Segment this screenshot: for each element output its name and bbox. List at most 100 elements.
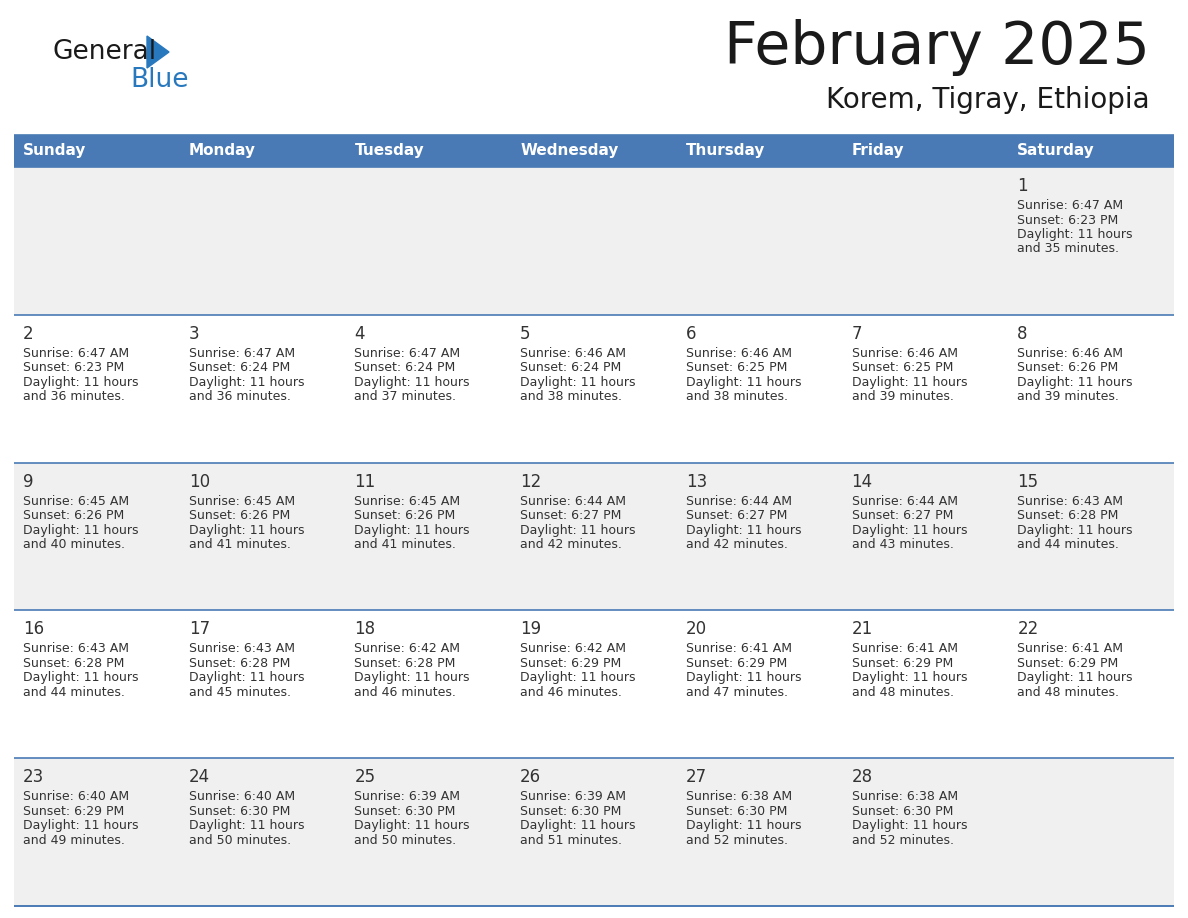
Text: 25: 25	[354, 768, 375, 786]
Text: Sunset: 6:30 PM: Sunset: 6:30 PM	[189, 805, 290, 818]
Text: Daylight: 11 hours: Daylight: 11 hours	[520, 523, 636, 537]
Text: Sunrise: 6:47 AM: Sunrise: 6:47 AM	[1017, 199, 1124, 212]
Text: Sunset: 6:26 PM: Sunset: 6:26 PM	[189, 509, 290, 522]
Text: Sunrise: 6:39 AM: Sunrise: 6:39 AM	[354, 790, 461, 803]
Text: Sunrise: 6:40 AM: Sunrise: 6:40 AM	[23, 790, 129, 803]
Text: Sunset: 6:30 PM: Sunset: 6:30 PM	[520, 805, 621, 818]
Text: and 52 minutes.: and 52 minutes.	[852, 834, 954, 846]
Text: Sunrise: 6:41 AM: Sunrise: 6:41 AM	[685, 643, 792, 655]
Text: Sunrise: 6:42 AM: Sunrise: 6:42 AM	[354, 643, 461, 655]
Text: Daylight: 11 hours: Daylight: 11 hours	[354, 671, 470, 685]
Text: Daylight: 11 hours: Daylight: 11 hours	[1017, 671, 1133, 685]
Text: Sunrise: 6:38 AM: Sunrise: 6:38 AM	[852, 790, 958, 803]
Text: Sunset: 6:23 PM: Sunset: 6:23 PM	[23, 362, 125, 375]
Text: Sunset: 6:29 PM: Sunset: 6:29 PM	[1017, 657, 1119, 670]
Text: 23: 23	[23, 768, 44, 786]
Text: Sunrise: 6:46 AM: Sunrise: 6:46 AM	[685, 347, 792, 360]
Text: Daylight: 11 hours: Daylight: 11 hours	[685, 671, 802, 685]
Text: Sunset: 6:29 PM: Sunset: 6:29 PM	[852, 657, 953, 670]
Text: and 41 minutes.: and 41 minutes.	[354, 538, 456, 551]
Text: Sunrise: 6:45 AM: Sunrise: 6:45 AM	[23, 495, 129, 508]
Text: Sunset: 6:28 PM: Sunset: 6:28 PM	[354, 657, 456, 670]
Text: and 39 minutes.: and 39 minutes.	[1017, 390, 1119, 403]
Text: 9: 9	[23, 473, 33, 490]
Text: Sunset: 6:30 PM: Sunset: 6:30 PM	[685, 805, 788, 818]
Text: Sunrise: 6:43 AM: Sunrise: 6:43 AM	[23, 643, 129, 655]
Text: Sunrise: 6:44 AM: Sunrise: 6:44 AM	[685, 495, 792, 508]
Text: Sunrise: 6:38 AM: Sunrise: 6:38 AM	[685, 790, 792, 803]
Text: Daylight: 11 hours: Daylight: 11 hours	[1017, 228, 1133, 241]
Text: Sunrise: 6:47 AM: Sunrise: 6:47 AM	[189, 347, 295, 360]
Text: Daylight: 11 hours: Daylight: 11 hours	[1017, 375, 1133, 389]
Text: 5: 5	[520, 325, 531, 342]
Text: Sunrise: 6:45 AM: Sunrise: 6:45 AM	[354, 495, 461, 508]
Text: 21: 21	[852, 621, 873, 638]
Text: and 46 minutes.: and 46 minutes.	[520, 686, 623, 699]
Text: Sunrise: 6:42 AM: Sunrise: 6:42 AM	[520, 643, 626, 655]
Text: Sunrise: 6:41 AM: Sunrise: 6:41 AM	[852, 643, 958, 655]
Text: Daylight: 11 hours: Daylight: 11 hours	[23, 671, 139, 685]
Text: 2: 2	[23, 325, 33, 342]
Text: Monday: Monday	[189, 143, 255, 159]
Text: Daylight: 11 hours: Daylight: 11 hours	[852, 819, 967, 833]
Bar	[842, 135, 1009, 167]
Text: Sunday: Sunday	[23, 143, 87, 159]
Text: 12: 12	[520, 473, 542, 490]
Text: Sunset: 6:26 PM: Sunset: 6:26 PM	[354, 509, 456, 522]
Text: Sunrise: 6:47 AM: Sunrise: 6:47 AM	[354, 347, 461, 360]
Text: 13: 13	[685, 473, 707, 490]
Text: Sunset: 6:27 PM: Sunset: 6:27 PM	[852, 509, 953, 522]
Text: 4: 4	[354, 325, 365, 342]
Text: and 37 minutes.: and 37 minutes.	[354, 390, 456, 403]
Text: Sunrise: 6:46 AM: Sunrise: 6:46 AM	[520, 347, 626, 360]
Text: 18: 18	[354, 621, 375, 638]
Text: Sunset: 6:25 PM: Sunset: 6:25 PM	[685, 362, 788, 375]
Text: Sunset: 6:28 PM: Sunset: 6:28 PM	[1017, 509, 1119, 522]
Text: Korem, Tigray, Ethiopia: Korem, Tigray, Ethiopia	[827, 86, 1150, 114]
Text: Blue: Blue	[129, 67, 189, 93]
Text: Sunset: 6:27 PM: Sunset: 6:27 PM	[685, 509, 788, 522]
Text: Sunset: 6:26 PM: Sunset: 6:26 PM	[1017, 362, 1119, 375]
Text: 14: 14	[852, 473, 873, 490]
Text: and 47 minutes.: and 47 minutes.	[685, 686, 788, 699]
Text: and 52 minutes.: and 52 minutes.	[685, 834, 788, 846]
Text: Daylight: 11 hours: Daylight: 11 hours	[189, 671, 304, 685]
Text: Daylight: 11 hours: Daylight: 11 hours	[354, 523, 470, 537]
Text: Sunrise: 6:47 AM: Sunrise: 6:47 AM	[23, 347, 129, 360]
Text: Sunset: 6:28 PM: Sunset: 6:28 PM	[23, 657, 125, 670]
Text: Thursday: Thursday	[685, 143, 765, 159]
Text: 15: 15	[1017, 473, 1038, 490]
Text: Tuesday: Tuesday	[354, 143, 424, 159]
Text: Daylight: 11 hours: Daylight: 11 hours	[189, 523, 304, 537]
Text: Sunrise: 6:46 AM: Sunrise: 6:46 AM	[1017, 347, 1124, 360]
Bar	[14, 135, 179, 167]
Text: and 38 minutes.: and 38 minutes.	[520, 390, 623, 403]
Text: Sunrise: 6:44 AM: Sunrise: 6:44 AM	[520, 495, 626, 508]
Text: Daylight: 11 hours: Daylight: 11 hours	[23, 375, 139, 389]
Text: Sunrise: 6:41 AM: Sunrise: 6:41 AM	[1017, 643, 1124, 655]
Text: Daylight: 11 hours: Daylight: 11 hours	[189, 375, 304, 389]
Text: and 38 minutes.: and 38 minutes.	[685, 390, 788, 403]
Text: and 46 minutes.: and 46 minutes.	[354, 686, 456, 699]
Text: Sunrise: 6:45 AM: Sunrise: 6:45 AM	[189, 495, 295, 508]
Text: Saturday: Saturday	[1017, 143, 1095, 159]
Text: and 45 minutes.: and 45 minutes.	[189, 686, 291, 699]
Bar	[14, 758, 1174, 906]
Text: and 40 minutes.: and 40 minutes.	[23, 538, 125, 551]
Text: Sunset: 6:30 PM: Sunset: 6:30 PM	[852, 805, 953, 818]
Text: February 2025: February 2025	[725, 19, 1150, 76]
Text: and 50 minutes.: and 50 minutes.	[354, 834, 456, 846]
Bar	[14, 610, 1174, 758]
Text: 28: 28	[852, 768, 873, 786]
Text: 16: 16	[23, 621, 44, 638]
Text: and 51 minutes.: and 51 minutes.	[520, 834, 623, 846]
Text: Daylight: 11 hours: Daylight: 11 hours	[520, 671, 636, 685]
Text: and 42 minutes.: and 42 minutes.	[685, 538, 788, 551]
Bar	[14, 167, 1174, 315]
Text: Sunset: 6:30 PM: Sunset: 6:30 PM	[354, 805, 456, 818]
Text: 24: 24	[189, 768, 210, 786]
Text: Daylight: 11 hours: Daylight: 11 hours	[685, 819, 802, 833]
Text: 20: 20	[685, 621, 707, 638]
Bar	[511, 135, 677, 167]
Text: Sunset: 6:24 PM: Sunset: 6:24 PM	[520, 362, 621, 375]
